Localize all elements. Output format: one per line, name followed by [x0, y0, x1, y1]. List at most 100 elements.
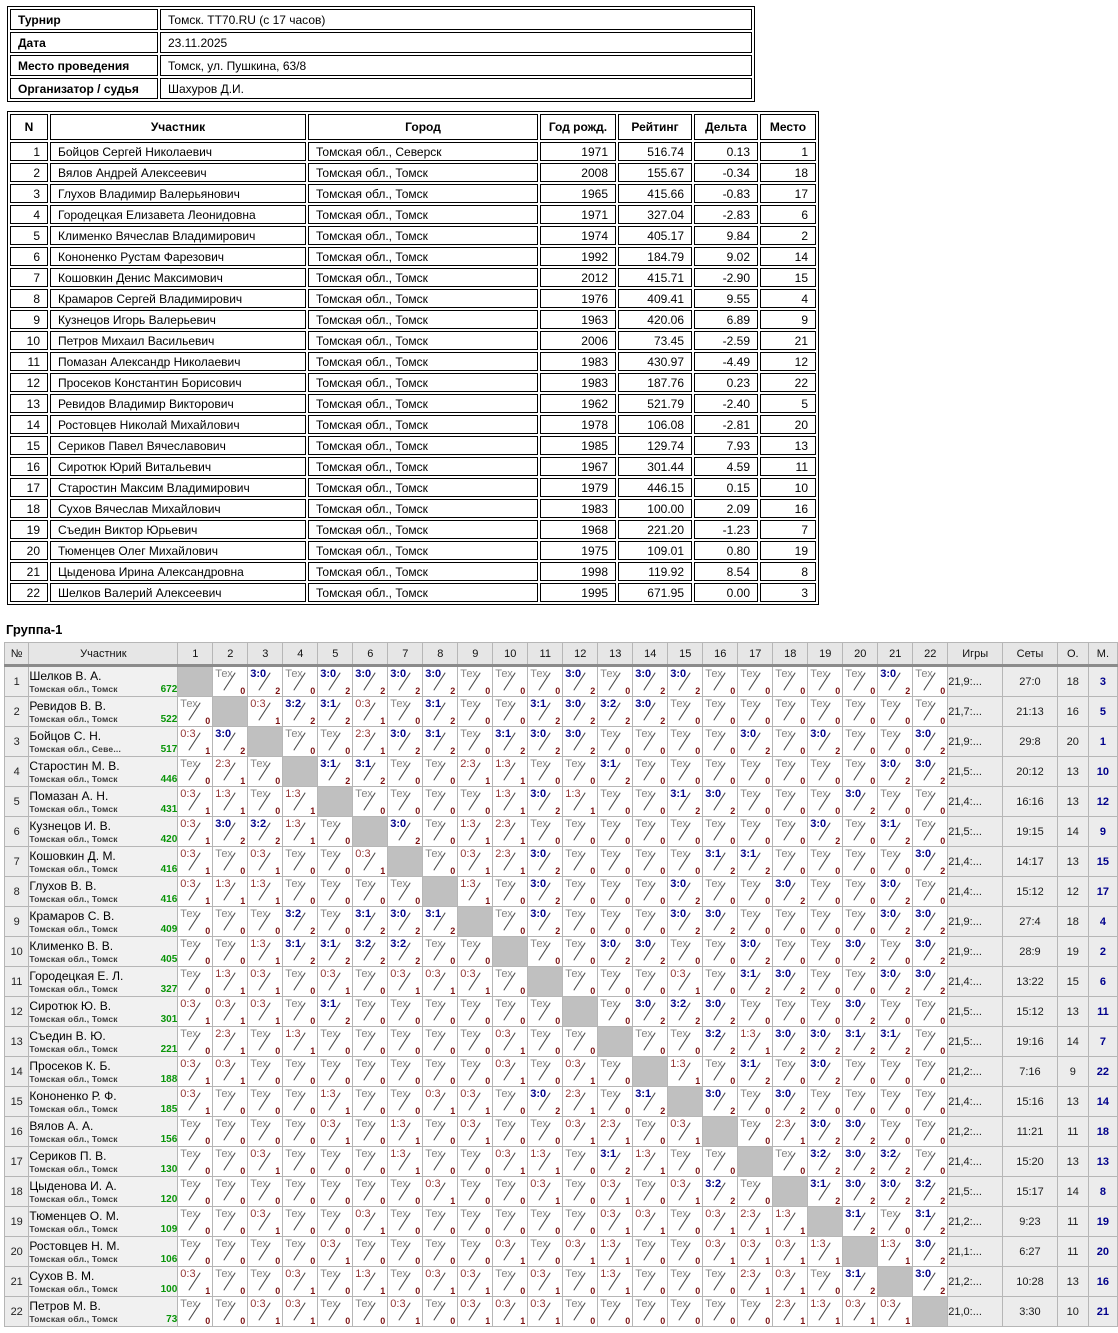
- match-cell: 3:1 2: [422, 726, 459, 757]
- match-cell: Тех 0: [247, 906, 284, 937]
- match-cell: Тех 0: [352, 876, 389, 907]
- delta-value: 0.23: [694, 373, 758, 392]
- match-cell: Тех 0: [282, 966, 319, 997]
- match-cell: Тех 0: [422, 996, 459, 1027]
- match-score: Тех: [425, 1058, 443, 1070]
- match-score: Тех: [390, 998, 408, 1010]
- row-number: 12: [10, 373, 48, 392]
- participant-city: Томская обл., Томск: [308, 331, 538, 350]
- match-points: 0: [590, 956, 596, 966]
- birth-year: 1983: [540, 352, 616, 371]
- match-points: 0: [765, 1016, 771, 1026]
- match-score: Тех: [705, 758, 723, 770]
- sets-total: 7:16: [1002, 1056, 1058, 1087]
- match-points: 1: [345, 986, 351, 996]
- match-points: 2: [450, 926, 456, 936]
- match-score: Тех: [460, 1148, 478, 1160]
- match-points: 0: [905, 1226, 911, 1236]
- match-points: 0: [205, 1166, 211, 1176]
- match-score: 3:0: [915, 758, 932, 770]
- participant-name: Сиротюк Юрий Витальевич: [50, 457, 306, 476]
- match-points: 1: [660, 1166, 666, 1176]
- match-score: 1:3: [600, 1268, 616, 1280]
- match-cell: Тех 0: [282, 665, 319, 697]
- participant-name: Сиротюк Ю. В.: [29, 998, 112, 1013]
- participant-subline: Томская обл., Томск 301: [29, 1014, 177, 1025]
- match-points: 0: [695, 1256, 701, 1266]
- match-cell: Тех 0: [667, 726, 704, 757]
- match-score: 3:0: [530, 728, 547, 740]
- match-score: Тех: [705, 938, 723, 950]
- match-score: Тех: [250, 1178, 268, 1190]
- match-score: Тех: [495, 1088, 513, 1100]
- match-points: 2: [625, 956, 631, 966]
- column-header-opponent: 3: [247, 642, 284, 667]
- match-cell: Тех 0: [667, 816, 704, 847]
- row-number: 16: [3, 1116, 30, 1147]
- match-points: 1: [520, 1256, 526, 1266]
- match-points: 1: [380, 746, 386, 756]
- match-points: 1: [800, 1136, 806, 1146]
- match-score: 3:0: [530, 878, 547, 890]
- match-score: Тех: [635, 758, 653, 770]
- match-score: 1:3: [775, 1208, 791, 1220]
- match-score: Тех: [215, 1118, 233, 1130]
- match-points: 1: [310, 806, 316, 816]
- match-cell: Тех 0: [772, 696, 809, 727]
- match-cell: Тех 0: [317, 726, 354, 757]
- match-points: 0: [905, 1016, 911, 1026]
- match-score: Тех: [495, 1208, 513, 1220]
- match-score: 0:3: [355, 1208, 371, 1220]
- match-score: Тех: [565, 1148, 583, 1160]
- match-points: 2: [940, 1226, 946, 1236]
- participant-region: Томская обл., Томск: [29, 1073, 118, 1084]
- match-points: 0: [800, 776, 806, 786]
- row-number: 2: [3, 696, 30, 727]
- participant-cell: Кононенко Р. Ф. Томская обл., Томск 185: [28, 1086, 179, 1117]
- rating-value: 73.45: [618, 331, 692, 350]
- match-score: 3:0: [670, 908, 687, 920]
- match-points: 0: [940, 1046, 946, 1056]
- match-score: 0:3: [775, 1268, 791, 1280]
- match-points: 2: [800, 986, 806, 996]
- match-points: 0: [730, 746, 736, 756]
- match-score: 3:1: [740, 1058, 757, 1070]
- match-score: Тех: [600, 848, 618, 860]
- match-points: 1: [625, 1136, 631, 1146]
- match-points: 0: [940, 836, 946, 846]
- participant-name: Бойцов С. Н.: [29, 728, 102, 743]
- match-score: Тех: [670, 1238, 688, 1250]
- participant-subline: Томская обл., Томск 420: [29, 834, 177, 845]
- delta-value: 9.84: [694, 226, 758, 245]
- points-total: 11: [1056, 1236, 1089, 1267]
- participant-region: Томская обл., Томск: [29, 1253, 118, 1264]
- match-points: 1: [520, 1316, 526, 1326]
- match-cell: 0:3 1: [177, 1266, 214, 1297]
- table-row: 17 Старостин Максим Владимирович Томская о…: [10, 478, 816, 497]
- match-cell: Тех 0: [562, 1026, 599, 1057]
- match-cell: Тех 0: [387, 876, 424, 907]
- match-points: 0: [765, 926, 771, 936]
- match-score: 3:0: [880, 668, 897, 680]
- match-cell: 3:0 2: [702, 786, 739, 817]
- match-score: Тех: [705, 878, 723, 890]
- match-points: 2: [660, 956, 666, 966]
- match-score: Тех: [180, 1118, 198, 1130]
- match-points: 2: [940, 1256, 946, 1266]
- match-cell: Тех 0: [912, 1146, 949, 1177]
- match-points: 0: [310, 1256, 316, 1266]
- match-cell: Тех 0: [527, 1026, 564, 1057]
- match-cell: 0:3 1: [247, 1206, 284, 1237]
- column-header-opponent: 22: [912, 642, 949, 667]
- row-number: 11: [3, 966, 30, 997]
- points-total: 11: [1056, 1206, 1089, 1237]
- match-points: 0: [450, 956, 456, 966]
- match-score: Тех: [285, 1148, 303, 1160]
- match-score: Тех: [670, 818, 688, 830]
- match-points: 0: [310, 746, 316, 756]
- table-row: 19 Съедин Виктор Юрьевич Томская обл., Том…: [10, 520, 816, 539]
- match-cell: Тех 0: [877, 1116, 914, 1147]
- match-points: 0: [730, 896, 736, 906]
- match-cell: 2:3 1: [212, 756, 249, 787]
- match-score: Тех: [285, 1118, 303, 1130]
